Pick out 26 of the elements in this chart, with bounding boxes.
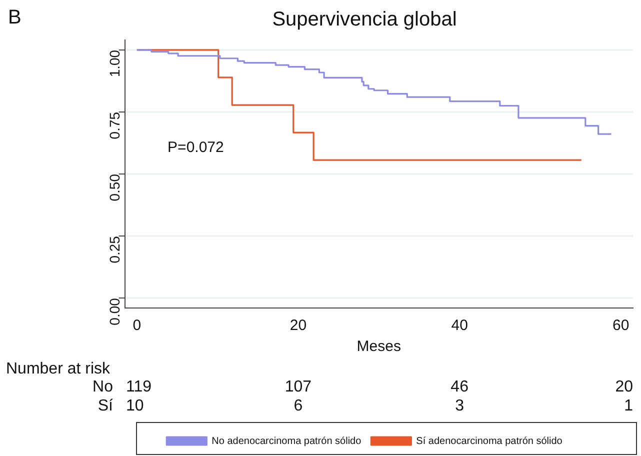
text: 10: [126, 397, 144, 414]
text: 6: [294, 397, 303, 414]
text: B: [8, 6, 22, 29]
y-tick-label: 0.25: [106, 236, 123, 264]
y-tick-label: 1.00: [106, 50, 123, 78]
text: No: [92, 378, 114, 396]
annotation: P=0.072: [168, 139, 224, 156]
text: Sí: [98, 397, 114, 414]
x-tick-label: 40: [451, 317, 468, 334]
x-tick-label: 60: [612, 317, 630, 334]
text: 20: [615, 378, 634, 396]
x-tick-label: 20: [290, 317, 307, 334]
text: 46: [450, 378, 469, 396]
y-tick-label: 0.00: [106, 298, 123, 326]
text: 1: [624, 397, 634, 414]
legend-label: Sí adenocarcinoma patrón sólido: [416, 436, 563, 447]
text: 119: [126, 378, 152, 396]
x-tick-label: 0: [132, 317, 142, 334]
text: Number at risk: [6, 360, 112, 378]
x-axis-title: Meses: [356, 338, 401, 356]
y-tick-label: 0.50: [106, 174, 123, 202]
y-tick-label: 0.75: [106, 112, 123, 140]
text: 3: [455, 397, 464, 414]
text: 107: [284, 378, 312, 396]
chart-title: Supervivencia global: [272, 8, 457, 31]
legend-label: No adenocarcinoma patrón sólido: [212, 436, 362, 447]
